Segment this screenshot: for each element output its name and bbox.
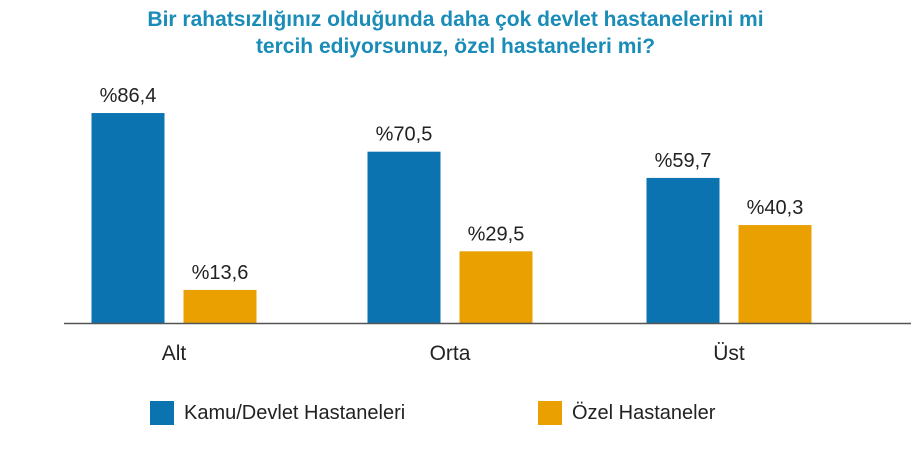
bar-ozel-0 — [183, 289, 257, 323]
chart-title: Bir rahatsızlığınız olduğunda daha çok d… — [0, 6, 911, 60]
legend-label-kamu: Kamu/Devlet Hastaneleri — [184, 401, 406, 424]
category-label-1: Orta — [430, 342, 471, 365]
value-label-kamu-2: %59,7 — [655, 150, 712, 172]
legend-label-ozel: Özel Hastaneler — [572, 401, 716, 424]
legend-swatch-kamu — [150, 401, 174, 425]
chart-title-line-2: tercih ediyorsunuz, özel hastaneleri mi? — [255, 35, 656, 58]
bar-ozel-2 — [738, 225, 812, 323]
value-label-kamu-0: %86,4 — [100, 85, 157, 107]
bar-kamu-2 — [646, 177, 720, 323]
category-label-0: Alt — [162, 342, 187, 365]
bar-ozel-1 — [459, 251, 533, 323]
bar-kamu-0 — [91, 113, 165, 323]
legend-item-ozel: Özel Hastaneler — [538, 401, 715, 425]
legend-item-kamu: Kamu/Devlet Hastaneleri — [150, 401, 405, 425]
value-label-ozel-2: %40,3 — [747, 197, 804, 219]
value-label-kamu-1: %70,5 — [376, 124, 433, 146]
chart-title-line-1: Bir rahatsızlığınız olduğunda daha çok d… — [147, 8, 764, 31]
legend-swatch-ozel — [538, 401, 562, 425]
value-label-ozel-0: %13,6 — [192, 262, 249, 284]
value-label-ozel-1: %29,5 — [468, 223, 525, 245]
bar-kamu-1 — [367, 151, 441, 323]
category-label-2: Üst — [713, 342, 745, 365]
